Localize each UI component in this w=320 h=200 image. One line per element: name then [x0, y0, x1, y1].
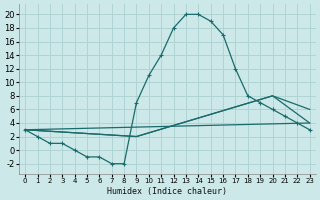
- X-axis label: Humidex (Indice chaleur): Humidex (Indice chaleur): [108, 187, 228, 196]
